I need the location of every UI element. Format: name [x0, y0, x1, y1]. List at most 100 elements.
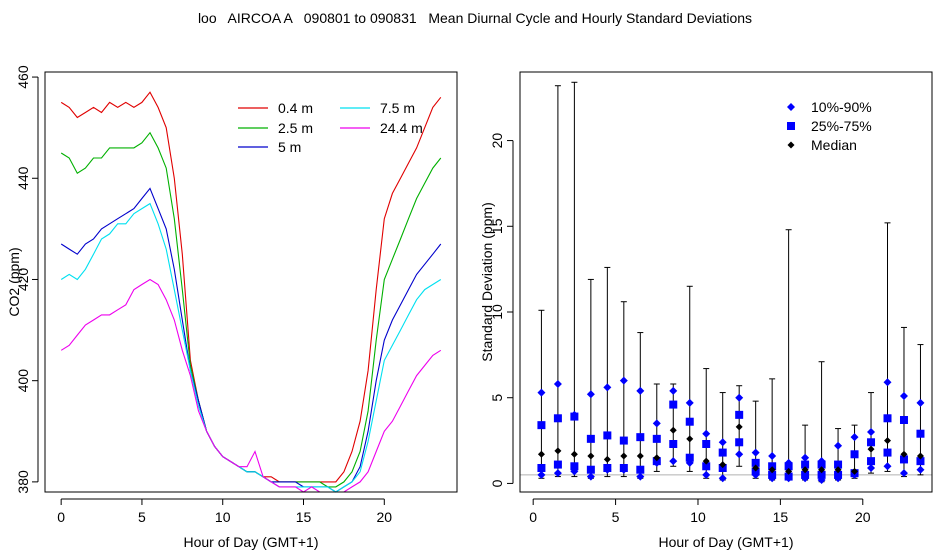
median-point [570, 450, 578, 458]
p90-point [916, 398, 925, 407]
p10-point [867, 464, 876, 472]
p25-point [636, 465, 645, 474]
median-point [752, 464, 760, 472]
p25-point [685, 453, 694, 462]
y-tick-label: 420 [15, 268, 31, 292]
p75-point [867, 438, 876, 447]
p10-point [636, 472, 645, 481]
y-tick-label: 20 [489, 133, 505, 149]
p90-point [899, 392, 908, 400]
p75-point [817, 460, 826, 469]
median-point [686, 435, 694, 443]
p90-point [702, 429, 711, 438]
p25-point [834, 470, 843, 479]
p90-point [801, 453, 810, 462]
p75-point [784, 462, 793, 471]
p25-point [817, 470, 826, 479]
p90-point [834, 441, 843, 450]
series-line-2 [60, 187, 442, 493]
p10-point [553, 469, 562, 478]
p75-point [669, 400, 678, 409]
median-point [669, 426, 677, 434]
p75-point [751, 458, 760, 467]
median-point [818, 466, 826, 474]
p90-point [636, 386, 645, 395]
median-point [702, 457, 710, 465]
main-title: loo AIRCOA A 090801 to 090831 Mean Diurn… [197, 10, 753, 26]
p90-point [883, 378, 892, 387]
p10-point [537, 470, 546, 479]
median-point [916, 452, 924, 460]
x-axis-label: Hour of Day (GMT+1) [184, 534, 319, 550]
p25-point [867, 457, 876, 466]
p75-point [801, 460, 810, 469]
series-line-0 [60, 91, 442, 483]
median-point [884, 437, 892, 445]
p90-point [603, 383, 612, 392]
p25-point [801, 470, 810, 479]
p25-point [619, 464, 628, 472]
p90-point [586, 390, 595, 399]
p90-point [652, 419, 661, 428]
series-line-3 [60, 202, 442, 493]
x-tick-label: 5 [138, 509, 146, 525]
legend-label: 7.5 m [380, 100, 415, 116]
y-axis-label: Standard Deviation (ppm) [479, 202, 495, 362]
p75-point [702, 440, 711, 448]
median-point [537, 450, 545, 458]
y-tick-label: 400 [15, 369, 31, 393]
p10-point [718, 474, 727, 483]
legend-label: 5 m [278, 139, 301, 155]
p90-point [735, 393, 744, 402]
y-tick-label: 15 [489, 218, 505, 234]
x-axis-label: Hour of Day (GMT+1) [659, 534, 794, 550]
p75-point [735, 410, 744, 419]
median-point [653, 454, 661, 462]
p90-point [751, 448, 760, 457]
p90-point [768, 452, 777, 460]
plot-frame [519, 71, 933, 493]
p90-point [537, 388, 546, 397]
median-point [768, 466, 776, 474]
y-tick-label: 380 [15, 470, 31, 494]
p75-point [586, 434, 595, 443]
x-tick-label: 20 [855, 509, 871, 525]
x-tick-label: 10 [690, 509, 706, 525]
p75-point [899, 416, 908, 424]
p90-point [553, 380, 562, 388]
p75-point [553, 414, 562, 423]
median-point [636, 452, 644, 460]
legend-swatch-p10-p90 [787, 103, 795, 111]
p10-point [669, 457, 678, 466]
p10-point [899, 469, 908, 478]
p10-point [702, 470, 711, 479]
p25-point [537, 464, 546, 472]
p90-point [669, 386, 678, 395]
x-tick-label: 15 [296, 509, 312, 525]
p10-point [586, 472, 595, 481]
y-tick-label: 5 [489, 394, 505, 402]
p75-point [850, 450, 859, 459]
right-stddev-plot: 0 5 10 15 20 Hour of Day (GMT+1) 0 5 10 15 20 Stand… [479, 71, 933, 550]
median-point [867, 445, 875, 453]
legend-label: 25%-75% [811, 118, 872, 134]
p25-point [702, 462, 711, 471]
median-point [801, 466, 809, 474]
median-point [735, 423, 743, 431]
p75-point [718, 448, 727, 457]
y-tick-label: 0 [489, 479, 505, 487]
p90-point [619, 376, 628, 385]
p25-point [586, 465, 595, 474]
median-point [900, 450, 908, 458]
p90-point [718, 438, 727, 447]
p75-point [883, 414, 892, 423]
x-tick-label: 10 [215, 509, 231, 525]
p75-point [636, 433, 645, 442]
median-point [851, 467, 859, 475]
legend-label: 2.5 m [278, 120, 313, 136]
p25-point [784, 472, 793, 481]
p90-point [850, 433, 859, 442]
median-point [603, 455, 611, 463]
p75-point [603, 431, 612, 440]
legend-label: 10%-90% [811, 99, 872, 115]
